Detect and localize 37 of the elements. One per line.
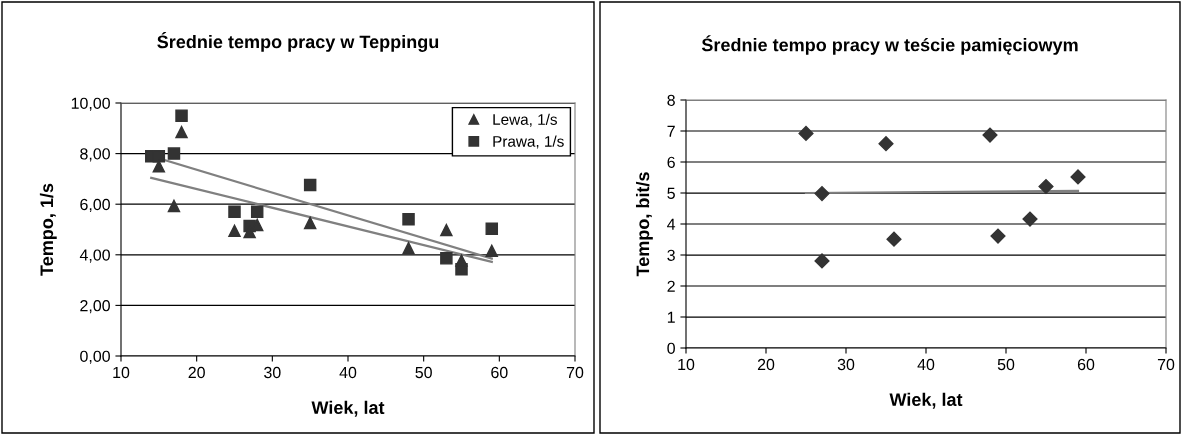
y-tick-label: 5 bbox=[667, 187, 675, 199]
chart-title: Średnie tempo pracy w teście pamięciowym bbox=[701, 35, 1078, 55]
x-tick-label: 10 bbox=[113, 366, 130, 379]
y-tick-label: 4 bbox=[667, 218, 676, 230]
x-tick-label: 50 bbox=[997, 358, 1015, 371]
x-tick-label: 10 bbox=[678, 358, 695, 371]
x-axis-title: Wiek, lat bbox=[311, 400, 385, 417]
y-tick-label: 0 bbox=[667, 342, 675, 354]
y-tick-label: 10,00 bbox=[71, 97, 110, 111]
x-tick-label: 30 bbox=[264, 366, 281, 379]
legend-label: Lewa, 1/s bbox=[493, 113, 557, 127]
x-tick-label: 20 bbox=[757, 358, 775, 371]
legend-label: Prawa, 1/s bbox=[493, 135, 564, 149]
x-tick-label: 70 bbox=[1157, 358, 1175, 371]
x-tick-label: 40 bbox=[917, 358, 935, 371]
y-tick-label: 6 bbox=[667, 156, 675, 168]
y-tick-label: 1 bbox=[667, 311, 675, 323]
y-tick-label: 4,00 bbox=[79, 249, 110, 263]
x-tick-label: 40 bbox=[339, 366, 357, 379]
chart-title: Średnie tempo pracy w Teppingu bbox=[157, 32, 439, 52]
y-tick-label: 7 bbox=[667, 125, 675, 137]
y-tick-label: 8,00 bbox=[80, 148, 110, 162]
y-tick-label: 2 bbox=[667, 280, 675, 292]
x-tick-label: 50 bbox=[415, 366, 432, 379]
x-axis-title: Wiek, lat bbox=[889, 392, 963, 409]
y-tick-label: 2,00 bbox=[80, 300, 110, 314]
x-tick-label: 30 bbox=[837, 358, 855, 371]
x-tick-label: 60 bbox=[491, 366, 508, 379]
x-tick-label: 60 bbox=[1077, 358, 1095, 371]
y-tick-label: 0,00 bbox=[80, 350, 110, 364]
y-axis-title: Tempo, bit/s bbox=[635, 172, 653, 277]
y-tick-label: 3 bbox=[667, 249, 675, 261]
y-axis-title: Tempo, 1/s bbox=[39, 183, 57, 276]
y-tick-label: 8 bbox=[667, 94, 675, 106]
x-tick-label: 20 bbox=[188, 366, 205, 379]
x-tick-label: 70 bbox=[566, 366, 584, 379]
y-tick-label: 6,00 bbox=[80, 198, 110, 213]
